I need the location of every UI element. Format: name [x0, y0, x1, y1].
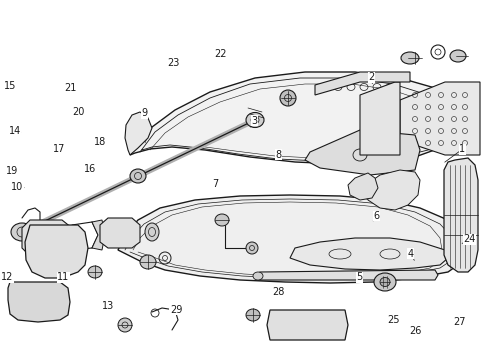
Polygon shape	[118, 195, 464, 283]
Text: 3: 3	[251, 116, 257, 126]
Text: 20: 20	[72, 107, 84, 117]
Polygon shape	[314, 72, 409, 95]
Polygon shape	[254, 270, 437, 280]
Text: 13: 13	[101, 301, 114, 311]
Polygon shape	[125, 112, 152, 155]
Text: 21: 21	[64, 83, 77, 93]
Text: 15: 15	[3, 81, 16, 91]
Text: 18: 18	[94, 137, 106, 147]
Ellipse shape	[245, 309, 260, 321]
Ellipse shape	[118, 318, 132, 332]
Polygon shape	[266, 310, 347, 340]
Ellipse shape	[373, 273, 395, 291]
Text: 26: 26	[408, 326, 421, 336]
Polygon shape	[8, 282, 70, 322]
Polygon shape	[443, 158, 477, 272]
Polygon shape	[359, 82, 399, 155]
Ellipse shape	[245, 112, 264, 127]
Text: 22: 22	[213, 49, 226, 59]
Ellipse shape	[140, 255, 156, 269]
Ellipse shape	[145, 223, 159, 241]
Ellipse shape	[280, 90, 295, 106]
Ellipse shape	[449, 50, 465, 62]
Polygon shape	[347, 173, 377, 200]
Text: 4: 4	[407, 249, 413, 259]
Text: 10: 10	[11, 182, 23, 192]
Ellipse shape	[379, 278, 389, 287]
Text: 9: 9	[141, 108, 147, 118]
Text: 17: 17	[52, 144, 65, 154]
Ellipse shape	[400, 52, 418, 64]
Text: 5: 5	[356, 272, 362, 282]
Text: 16: 16	[84, 164, 97, 174]
Text: 23: 23	[167, 58, 180, 68]
Text: 7: 7	[212, 179, 218, 189]
Polygon shape	[305, 130, 419, 175]
Text: 1: 1	[458, 144, 464, 154]
Ellipse shape	[245, 242, 258, 254]
Ellipse shape	[215, 214, 228, 226]
Text: 14: 14	[8, 126, 21, 136]
Ellipse shape	[88, 266, 102, 278]
Text: 11: 11	[57, 272, 70, 282]
Ellipse shape	[252, 272, 263, 280]
Text: 27: 27	[452, 317, 465, 327]
Text: 24: 24	[462, 234, 475, 244]
Polygon shape	[289, 238, 447, 270]
Text: 6: 6	[373, 211, 379, 221]
Text: 12: 12	[1, 272, 14, 282]
Text: 28: 28	[272, 287, 285, 297]
Text: 19: 19	[6, 166, 19, 176]
Text: 2: 2	[368, 72, 374, 82]
Polygon shape	[25, 225, 88, 278]
Polygon shape	[130, 72, 464, 164]
Polygon shape	[364, 170, 419, 210]
Polygon shape	[399, 82, 479, 155]
Text: 25: 25	[386, 315, 399, 325]
Text: 8: 8	[275, 150, 281, 160]
Polygon shape	[22, 220, 72, 256]
Ellipse shape	[11, 223, 33, 241]
Ellipse shape	[296, 315, 318, 335]
Polygon shape	[100, 218, 140, 248]
Polygon shape	[92, 220, 105, 250]
Ellipse shape	[130, 169, 146, 183]
Text: 29: 29	[169, 305, 182, 315]
